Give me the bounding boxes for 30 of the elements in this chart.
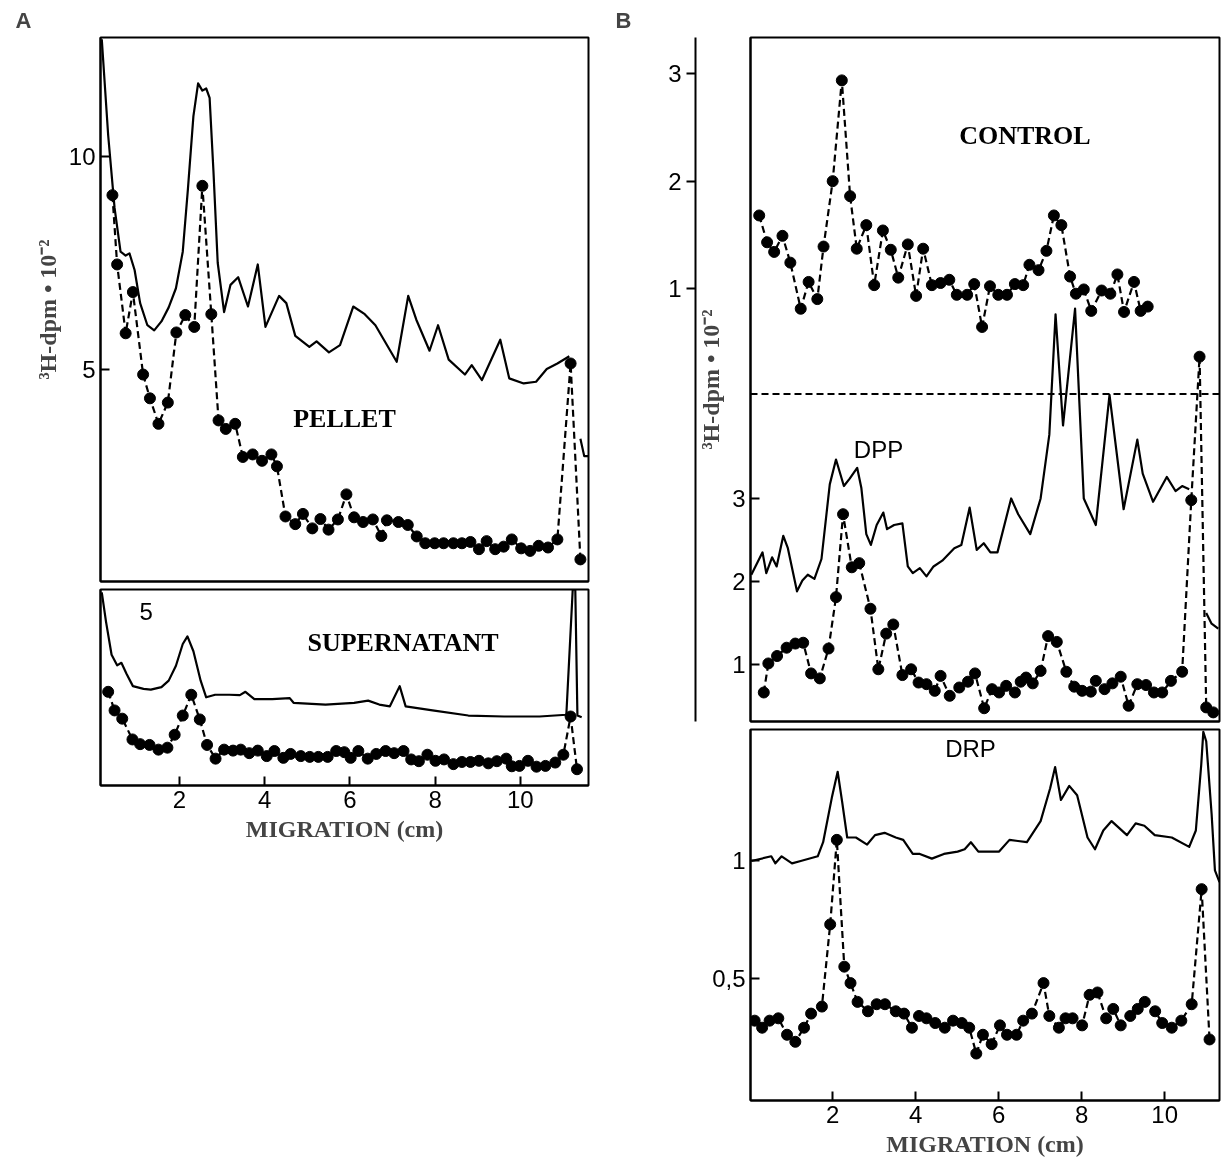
y2-tick-label: 2 (668, 167, 682, 195)
y-axis-title: ³H-dpm • 10⁻² (34, 239, 61, 380)
y-tick-label: 2 (732, 567, 746, 595)
annotation: SUPERNATANT (307, 627, 499, 657)
chart-title: A (15, 7, 32, 33)
y-tick-label: 3 (732, 484, 746, 512)
annotation: CONTROL (959, 121, 1091, 151)
x-tick-label: 6 (992, 1100, 1006, 1128)
x-axis-title: MIGRATION (cm) (245, 815, 444, 842)
y-tick-label: 0,5 (712, 964, 746, 992)
y-tick-label: 1 (732, 847, 746, 875)
x-axis-title: MIGRATION (cm) (886, 1130, 1084, 1157)
x-tick-label: 2 (826, 1100, 840, 1128)
y2-tick-label: 1 (668, 274, 682, 302)
x-tick-label: 10 (506, 785, 534, 813)
y2-tick-label: 3 (668, 60, 682, 88)
annotation: DRP (945, 734, 996, 762)
x-tick-label: 4 (257, 785, 272, 813)
annotation: 5 (139, 597, 153, 625)
x-tick-label: 8 (1075, 1100, 1089, 1128)
x-tick-label: 6 (343, 785, 357, 813)
annotation: PELLET (293, 403, 396, 433)
x-tick-label: 4 (909, 1100, 923, 1128)
chart-title: B (615, 7, 632, 33)
y-axis-title: ³H-dpm • 10⁻² (698, 309, 725, 450)
x-tick-label: 8 (428, 785, 442, 813)
annotation: DPP (853, 435, 904, 463)
x-tick-label: 10 (1151, 1100, 1179, 1128)
y-tick-label: 1 (732, 650, 746, 678)
x-tick-label: 2 (172, 785, 187, 813)
